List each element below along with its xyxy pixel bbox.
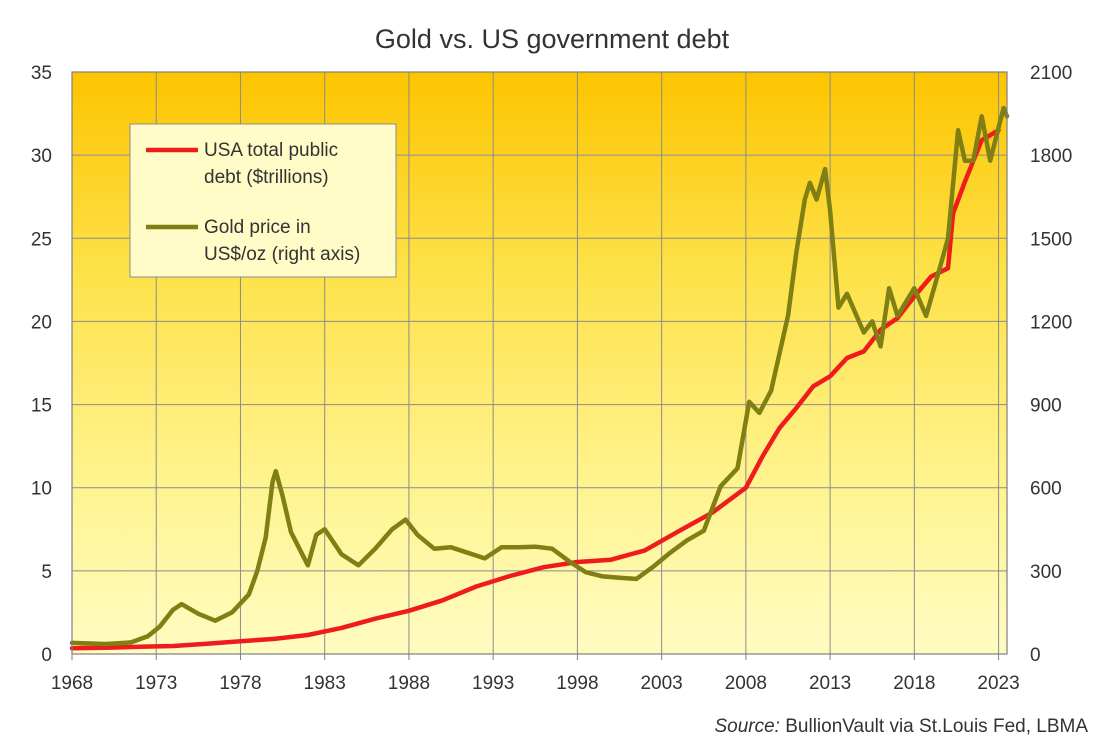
y-right-tick-label: 0 <box>1030 645 1041 666</box>
x-tick-label: 1968 <box>51 673 93 694</box>
y-left-tick-label: 35 <box>31 63 52 84</box>
y-left-tick-label: 30 <box>31 146 52 167</box>
legend-label-debt-line1: USA total public <box>204 140 338 161</box>
y-left-tick-label: 15 <box>31 396 52 417</box>
x-tick-label: 1998 <box>556 673 598 694</box>
series-line-debt <box>69 127 1001 651</box>
x-tick-label: 1993 <box>472 673 514 694</box>
legend-label-debt-line2: debt ($trillions) <box>204 167 329 188</box>
x-tick-label: 1983 <box>304 673 346 694</box>
x-tick-label: 2013 <box>809 673 851 694</box>
x-tick-label: 1988 <box>388 673 430 694</box>
y-right-tick-label: 1500 <box>1030 229 1072 250</box>
series-lines <box>69 105 1010 651</box>
legend-label-gold-line2: US$/oz (right axis) <box>204 244 360 265</box>
y-right-tick-label: 900 <box>1030 396 1062 417</box>
y-left-tick-label: 10 <box>31 479 52 500</box>
chart-title: Gold vs. US government debt <box>375 24 730 54</box>
x-tick-label: 2008 <box>725 673 767 694</box>
y-left-tick-label: 20 <box>31 312 52 333</box>
plot-border <box>71 71 1008 655</box>
y-left-tick-label: 0 <box>41 645 52 666</box>
y-left-tick-label: 5 <box>41 562 52 583</box>
series-line-gold <box>69 105 1010 647</box>
y-right-tick-label: 1800 <box>1030 146 1072 167</box>
y-right-tick-label: 300 <box>1030 562 1062 583</box>
legend: USA total public debt ($trillions) Gold … <box>129 123 397 278</box>
source-text: BullionVault via St.Louis Fed, LBMA <box>780 716 1088 737</box>
x-tick-label: 2003 <box>640 673 682 694</box>
x-tick-label: 1978 <box>219 673 261 694</box>
source-note: Source: BullionVault via St.Louis Fed, L… <box>714 716 1088 737</box>
axis-ticks: 0 5 10 15 20 25 30 35 0 300 600 900 1200 1500 1800 2100… <box>31 63 1072 694</box>
y-left-tick-label: 25 <box>31 229 52 250</box>
y-right-tick-label: 2100 <box>1030 63 1072 84</box>
y-right-tick-label: 1200 <box>1030 312 1072 333</box>
source-label: Source: <box>714 716 779 737</box>
x-tick-label: 2018 <box>893 673 935 694</box>
x-tick-label: 1973 <box>135 673 177 694</box>
y-right-tick-label: 600 <box>1030 479 1062 500</box>
legend-label-gold-line1: Gold price in <box>204 217 311 238</box>
x-tick-label: 2023 <box>977 673 1019 694</box>
